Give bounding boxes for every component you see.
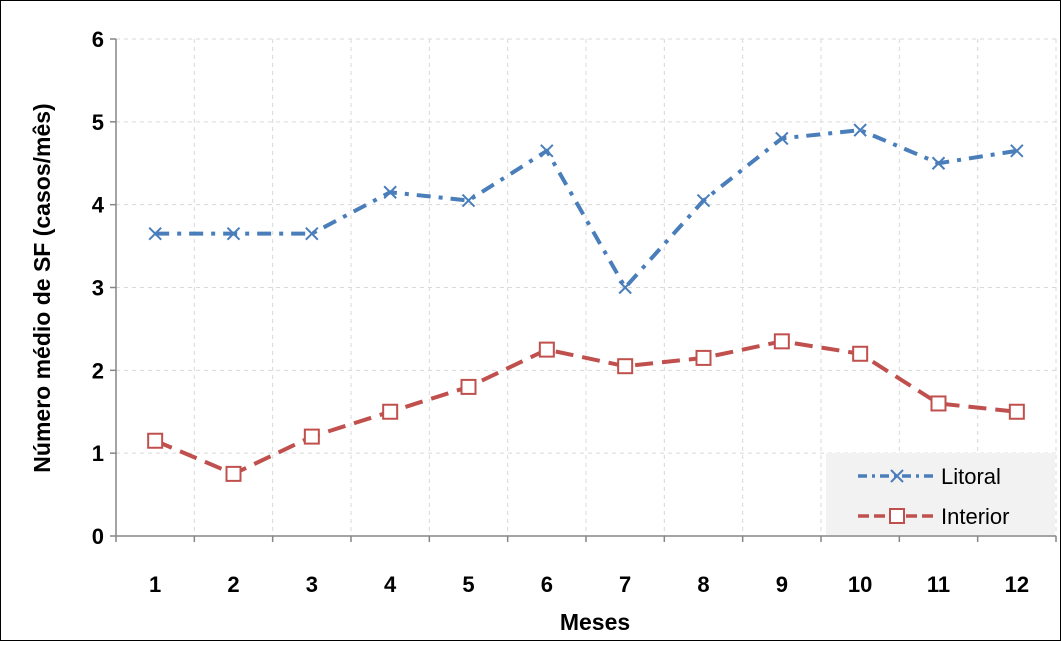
x-tick-label: 9	[776, 572, 788, 597]
data-point	[773, 333, 790, 350]
x-tick-label: 1	[149, 572, 161, 597]
data-point	[303, 428, 320, 445]
legend-box	[826, 453, 1055, 535]
y-tick-label: 1	[92, 441, 104, 466]
legend-marker	[890, 469, 904, 483]
y-axis-title: Número médio de SF (casos/mês)	[29, 103, 55, 472]
x-tick-label: 7	[619, 572, 631, 597]
data-point	[461, 193, 476, 208]
x-tick-label: 6	[541, 572, 553, 597]
x-tick-label: 3	[306, 572, 318, 597]
data-point	[931, 156, 946, 170]
legend-item-interior: Interior	[858, 504, 1009, 529]
data-point	[148, 226, 162, 241]
data-point	[305, 226, 319, 241]
data-point	[775, 131, 789, 146]
data-point	[225, 465, 242, 482]
data-point	[538, 341, 555, 358]
grid-lines	[116, 38, 1057, 536]
x-tick-label: 11	[927, 572, 950, 597]
series-interior	[147, 333, 1025, 482]
x-tick-label: 12	[1005, 572, 1029, 597]
data-point	[383, 185, 397, 199]
legend: Litoral Interior	[826, 453, 1055, 535]
series-line	[155, 128, 1018, 290]
data-point	[460, 378, 477, 395]
data-point	[617, 358, 634, 375]
x-tick-label: 5	[462, 572, 474, 597]
data-point	[1008, 403, 1025, 420]
y-tick-label: 5	[92, 110, 104, 135]
x-axis-title: Meses	[560, 609, 630, 635]
x-tick-label: 4	[384, 572, 397, 597]
series-line	[154, 339, 1018, 476]
data-point	[226, 226, 241, 241]
y-tick-label: 3	[92, 276, 104, 301]
legend-label: Litoral	[941, 464, 1001, 489]
data-point	[696, 193, 711, 208]
x-tick-label: 10	[848, 572, 872, 597]
y-tick-label: 0	[92, 524, 104, 549]
series-group	[147, 123, 1025, 482]
data-point	[618, 280, 632, 295]
legend-label: Interior	[941, 504, 1009, 529]
data-point	[382, 403, 399, 420]
y-tick-label: 4	[92, 193, 105, 218]
y-tick-label: 6	[92, 27, 104, 52]
data-point	[1010, 144, 1024, 158]
data-point	[852, 345, 869, 362]
data-point	[853, 123, 867, 137]
data-point	[695, 349, 712, 366]
y-tick-label: 2	[92, 358, 104, 383]
legend-marker	[889, 508, 905, 524]
data-point	[930, 395, 947, 412]
series-litoral	[148, 123, 1024, 295]
data-point	[540, 144, 554, 158]
x-tick-label: 8	[697, 572, 709, 597]
x-tick-label: 2	[227, 572, 239, 597]
data-point	[147, 432, 164, 449]
legend-item-litoral: Litoral	[858, 464, 1001, 489]
